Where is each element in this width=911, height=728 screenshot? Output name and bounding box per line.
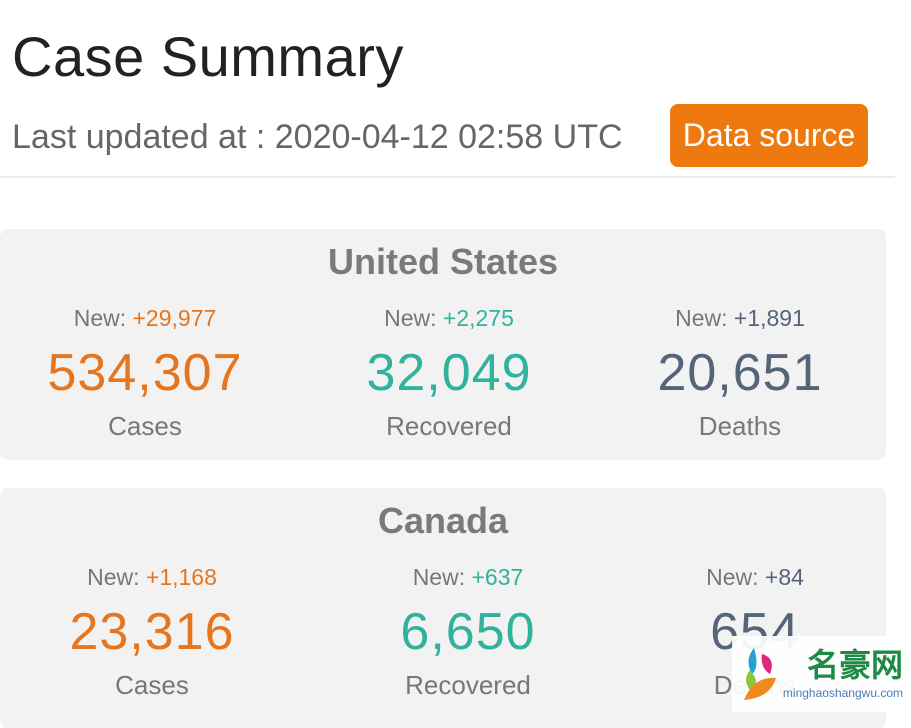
stat-cases: New: +1,168 23,316 Cases <box>2 564 302 701</box>
cases-value: 23,316 <box>69 603 235 661</box>
cases-value: 534,307 <box>47 344 243 402</box>
page-title: Case Summary <box>12 25 404 88</box>
last-updated-text: Last updated at : 2020-04-12 02:58 UTC <box>12 118 623 156</box>
divider <box>0 176 895 178</box>
stat-recovered: New: +637 6,650 Recovered <box>318 564 618 701</box>
recovered-value: 32,049 <box>366 344 532 402</box>
cases-label: Cases <box>108 411 182 441</box>
recovered-value: 6,650 <box>400 603 536 661</box>
stat-deaths: New: +1,891 20,651 Deaths <box>590 305 890 442</box>
data-source-button[interactable]: Data source <box>670 104 868 167</box>
new-cases: +29,977 <box>132 305 217 331</box>
country-name: Canada <box>377 500 509 541</box>
watermark-logo: 名豪网 minghaoshangwu.com <box>732 636 911 712</box>
watermark-url: minghaoshangwu.com <box>782 686 903 700</box>
watermark-name: 名豪网 <box>806 647 903 683</box>
new-recovered: +637 <box>471 564 524 590</box>
leaf-logo-icon <box>744 648 776 700</box>
new-cases: +1,168 <box>145 564 217 590</box>
country-card-united-states: United States New: +29,977 534,307 Cases… <box>0 229 886 460</box>
recovered-label: Recovered <box>386 411 512 441</box>
stat-cases: New: +29,977 534,307 Cases <box>0 305 295 442</box>
new-deaths: +1,891 <box>733 305 805 331</box>
new-deaths: +84 <box>764 564 804 590</box>
recovered-label: Recovered <box>405 670 531 700</box>
deaths-value: 20,651 <box>657 344 823 402</box>
cases-label: Cases <box>115 670 189 700</box>
stat-recovered: New: +2,275 32,049 Recovered <box>299 305 599 442</box>
deaths-label: Deaths <box>698 411 782 441</box>
country-name: United States <box>327 241 559 282</box>
new-recovered: +2,275 <box>442 305 514 331</box>
